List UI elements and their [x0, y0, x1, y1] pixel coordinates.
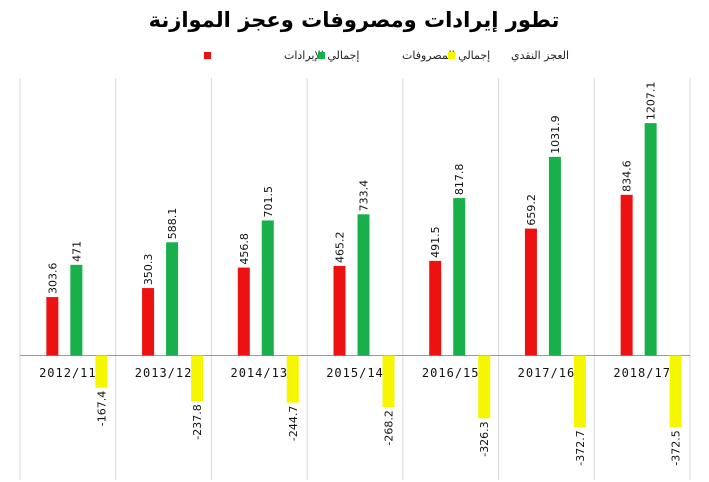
bar-s0-c3 [333, 265, 346, 356]
data-label-s2-c6: -372.5 [670, 430, 683, 465]
data-label-s0-c4: 491.5 [429, 226, 442, 258]
bar-s1-c6 [644, 123, 657, 356]
grid-lines [19, 78, 691, 480]
data-label-s1-c2: 701.5 [262, 186, 275, 218]
data-label-s1-c0: 471 [70, 241, 83, 262]
bar-s1-c2 [261, 220, 274, 356]
bar-s0-c4 [429, 260, 442, 356]
data-label-s0-c0: 303.6 [46, 263, 59, 295]
legend-swatch-1 [318, 52, 325, 59]
data-label-s1-c5: 1031.9 [549, 115, 562, 154]
bar-s2-c2 [286, 355, 299, 403]
data-label-s1-c4: 817.8 [453, 164, 466, 196]
category-ticks: 2012/11 2013/12 2014/13 2015/14 2016/15 2017/… [39, 366, 671, 380]
data-label-s0-c3: 465.2 [334, 231, 347, 263]
data-label-s2-c2: -244.7 [287, 406, 300, 441]
legend-label-1: إجمالي المصروفات [402, 49, 490, 62]
bar-s0-c6 [620, 194, 633, 356]
bar-s2-c3 [382, 355, 395, 408]
bar-s0-c0 [46, 297, 59, 356]
bar-s0-c1 [142, 288, 155, 356]
bar-s1-c1 [166, 242, 179, 356]
data-label-s2-c0: -167.4 [95, 391, 108, 426]
category-label-3: 2015/14 [326, 366, 384, 380]
bar-s2-c5 [573, 355, 586, 428]
data-label-s0-c2: 456.8 [238, 233, 251, 265]
data-label-s2-c3: -268.2 [383, 410, 396, 445]
data-label-s2-c4: -326.3 [478, 421, 491, 456]
category-label-1: 2013/12 [135, 366, 193, 380]
data-label-s0-c6: 834.6 [621, 160, 634, 192]
category-label-0: 2012/11 [39, 366, 97, 380]
bar-s1-c0 [70, 264, 83, 356]
data-label-s2-c1: -237.8 [191, 404, 204, 439]
bar-s2-c1 [191, 355, 204, 402]
legend-swatch-0 [204, 52, 211, 59]
bars [46, 123, 682, 428]
bar-s0-c2 [237, 267, 250, 356]
data-labels: 303.6 350.3 456.8 465.2 491.5 659.2 834.6 471 58… [46, 82, 682, 466]
data-label-s1-c6: 1207.1 [645, 82, 658, 121]
data-label-s0-c1: 350.3 [142, 254, 155, 286]
category-label-2: 2014/13 [230, 366, 288, 380]
category-label-5: 2017/16 [518, 366, 576, 380]
category-label-6: 2018/17 [613, 366, 671, 380]
chart-title: تطور إيرادات ومصروفات وعجز الموازنة [149, 8, 560, 32]
bar-s1-c5 [548, 156, 561, 356]
category-label-4: 2016/15 [422, 366, 480, 380]
data-label-s1-c1: 588.1 [166, 208, 179, 240]
bar-s2-c4 [478, 355, 491, 419]
data-label-s2-c5: -372.7 [574, 430, 587, 465]
data-label-s0-c5: 659.2 [525, 194, 538, 226]
data-label-s1-c3: 733.4 [358, 180, 371, 212]
legend-swatch-2 [448, 52, 455, 59]
bar-s2-c0 [95, 355, 108, 388]
legend-label-2: العجز النقدي [511, 49, 569, 62]
bar-s1-c4 [453, 198, 466, 356]
bar-s0-c5 [524, 228, 537, 356]
bar-s2-c6 [669, 355, 682, 428]
bar-s1-c3 [357, 214, 370, 356]
legend: إجمالي الإيرادات إجمالي المصروفات العجز ال… [204, 49, 569, 62]
